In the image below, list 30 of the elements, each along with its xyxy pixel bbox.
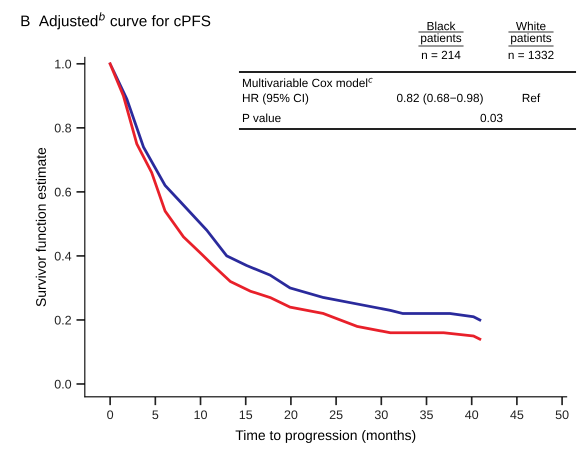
x-tick-label: 15 bbox=[240, 410, 252, 420]
x-tick-label: 10 bbox=[194, 410, 207, 420]
annotation: 0.03 bbox=[480, 114, 502, 122]
x-tick-label: 0 bbox=[107, 410, 114, 420]
text: White patients bbox=[511, 22, 552, 44]
x-tick-label: 20 bbox=[284, 410, 298, 420]
y-tick-label: 0.8 bbox=[54, 124, 72, 132]
x-tick-label: 5 bbox=[152, 410, 158, 420]
y-tick-label: 0.2 bbox=[54, 316, 71, 325]
x-tick-label: 50 bbox=[556, 410, 569, 420]
y-tick-label: 0.0 bbox=[54, 380, 72, 389]
text: Black patients bbox=[421, 22, 462, 44]
annotation: n = 1332 bbox=[508, 50, 554, 60]
x-axis-title: Time to progression (months) bbox=[236, 430, 416, 443]
chart-title: B Adjusted$^{b}$ curve for cPFS bbox=[21, 12, 210, 30]
x-tick-label: 30 bbox=[374, 410, 388, 420]
x-tick-label: 35 bbox=[420, 410, 433, 420]
x-tick-label: 40 bbox=[465, 410, 478, 420]
annotation: HR (95% CI) bbox=[242, 94, 308, 104]
annotation: Multivariable Cox model$^{c}$ bbox=[242, 78, 373, 88]
x-tick-label: 25 bbox=[330, 410, 343, 420]
annotation: P value bbox=[242, 114, 281, 122]
y-tick-label: 0.6 bbox=[54, 188, 72, 197]
y-tick-label: 1.0 bbox=[55, 60, 72, 68]
x-tick-label: 45 bbox=[510, 410, 524, 420]
y-axis-title: Survivor function estimate bbox=[36, 148, 46, 306]
annotation: n = 214 bbox=[422, 50, 461, 60]
annotation: 0.82 (0.68−0.98) bbox=[396, 94, 483, 104]
annotation: Ref bbox=[522, 94, 540, 102]
y-tick-label: 0.4 bbox=[54, 252, 72, 261]
